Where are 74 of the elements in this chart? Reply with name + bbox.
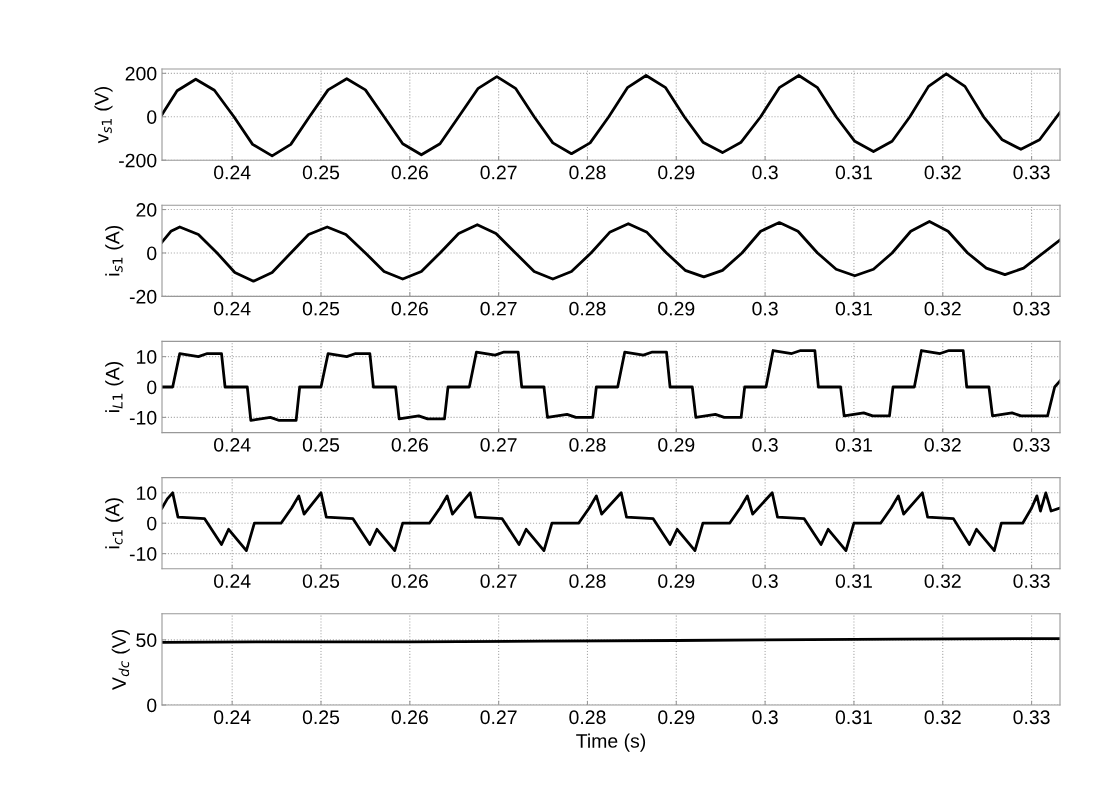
- x-tick-label: 0.24: [214, 710, 251, 725]
- x-tick-label: 0.33: [1013, 710, 1050, 725]
- x-tick-label: 0.29: [658, 437, 695, 452]
- y-tick-label: 0: [147, 246, 157, 261]
- x-tick-label: 0.24: [214, 437, 251, 452]
- x-tick-label: 0.25: [302, 301, 340, 316]
- x-tick-label: 0.31: [835, 165, 872, 180]
- line-series: [162, 72, 1060, 158]
- x-tick-label: 0.25: [302, 165, 340, 180]
- y-tick-label: 0: [147, 110, 157, 125]
- y-axis-title: i$_{c1}$ (A): [105, 498, 124, 549]
- x-tick-label: 0.28: [569, 574, 606, 588]
- x-tick-label: 0.33: [1013, 574, 1050, 588]
- x-tick-label: 0.3: [752, 437, 778, 452]
- x-tick-label: 0.25: [302, 574, 340, 588]
- y-tick-label: 20: [136, 203, 157, 217]
- y-tick-label: -200: [119, 153, 157, 168]
- y-axis-title: i$_{s1}$ (A): [105, 225, 124, 276]
- y-axis-title: i$_{L1}$ (A): [105, 361, 124, 413]
- x-tick-label: 0.25: [302, 710, 340, 725]
- x-tick-label: 0.24: [214, 574, 251, 588]
- x-tick-label: 0.27: [480, 437, 517, 452]
- x-axis-title: Time (s): [576, 733, 646, 752]
- x-tick-label: 0.31: [835, 301, 872, 316]
- y-tick-label: 50: [136, 633, 157, 648]
- x-tick-label: 0.25: [302, 437, 340, 452]
- line-series: [162, 349, 1060, 422]
- line-series: [162, 491, 1060, 552]
- line-series: [162, 220, 1060, 283]
- x-tick-label: 0.27: [480, 301, 517, 316]
- y-tick-label: 0: [147, 516, 157, 531]
- y-tick-label: -10: [129, 547, 157, 561]
- x-tick-label: 0.29: [658, 165, 695, 180]
- x-tick-label: 0.32: [924, 165, 961, 180]
- x-tick-label: 0.24: [214, 165, 251, 180]
- y-axis-title: v$_{s1}$ (V): [94, 87, 113, 144]
- y-tick-label: 0: [147, 698, 157, 713]
- x-tick-label: 0.26: [391, 710, 428, 725]
- x-tick-label: 0.33: [1013, 165, 1050, 180]
- x-tick-label: 0.26: [391, 574, 428, 588]
- x-tick-label: 0.28: [569, 710, 606, 725]
- x-tick-label: 0.32: [924, 437, 961, 452]
- x-tick-label: 0.3: [752, 574, 778, 588]
- x-tick-label: 0.26: [391, 165, 428, 180]
- x-tick-label: 0.29: [658, 574, 695, 588]
- x-tick-label: 0.32: [924, 574, 961, 588]
- x-tick-label: 0.31: [835, 574, 872, 588]
- y-tick-label: 10: [137, 350, 157, 364]
- x-tick-label: 0.27: [480, 710, 517, 725]
- y-axis-title: V$_{dc}$ (V): [111, 630, 130, 690]
- x-tick-label: 0.27: [480, 165, 517, 180]
- x-tick-label: 0.33: [1013, 301, 1050, 316]
- x-tick-label: 0.32: [924, 710, 961, 725]
- x-tick-label: 0.3: [752, 710, 778, 725]
- x-tick-label: 0.27: [480, 574, 517, 588]
- x-tick-label: 0.33: [1013, 437, 1050, 452]
- x-tick-label: 0.32: [924, 301, 961, 316]
- x-tick-label: 0.28: [569, 437, 606, 452]
- x-tick-label: 0.24: [214, 301, 251, 316]
- x-tick-label: 0.31: [835, 710, 872, 725]
- x-tick-label: 0.29: [658, 301, 695, 316]
- x-tick-label: 0.28: [569, 165, 606, 180]
- x-tick-label: 0.31: [835, 437, 872, 452]
- x-tick-label: 0.26: [391, 437, 428, 452]
- y-tick-label: -20: [129, 289, 157, 304]
- x-tick-label: 0.26: [391, 301, 428, 316]
- y-tick-label: 0: [147, 380, 157, 395]
- y-tick-label: -10: [129, 410, 157, 425]
- y-tick-label: 10: [137, 486, 157, 501]
- x-tick-label: 0.3: [752, 165, 778, 180]
- x-tick-label: 0.3: [752, 301, 778, 316]
- x-tick-label: 0.29: [658, 710, 695, 725]
- y-tick-label: 200: [125, 66, 157, 81]
- x-tick-label: 0.28: [569, 301, 606, 316]
